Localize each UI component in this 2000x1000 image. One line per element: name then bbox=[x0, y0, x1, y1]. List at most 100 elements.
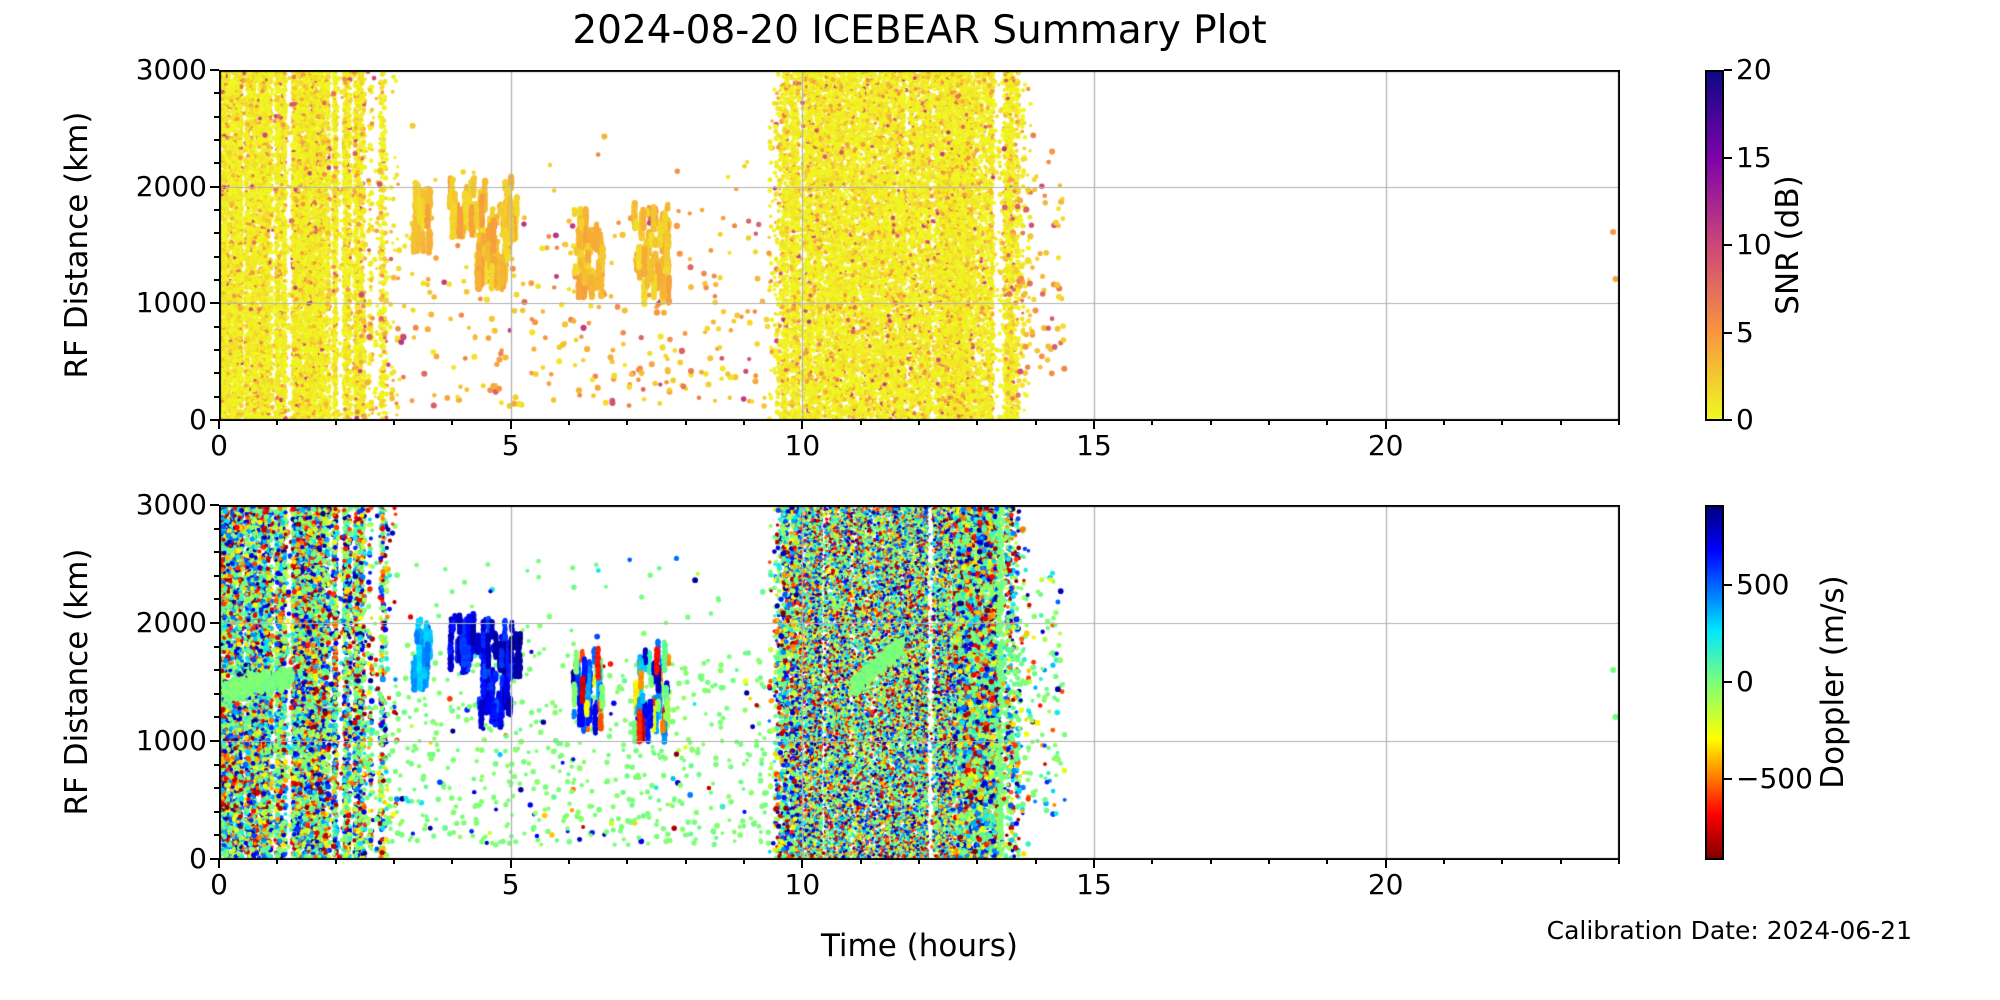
y-minor-tick bbox=[214, 162, 219, 165]
y-minor-tick bbox=[214, 115, 219, 118]
y-tick-label: 0 bbox=[189, 842, 207, 875]
colorbar-tick-label: 15 bbox=[1736, 140, 1772, 174]
x-minor-tick bbox=[1443, 859, 1445, 864]
x-minor-tick bbox=[1268, 859, 1270, 864]
colorbar-tick-label: 0 bbox=[1736, 665, 1754, 698]
x-tick-label: 0 bbox=[210, 868, 228, 901]
x-tick-label: 10 bbox=[784, 429, 821, 462]
x-minor-tick bbox=[684, 420, 687, 425]
y-major-tick bbox=[210, 622, 219, 624]
y-tick-label: 3000 bbox=[135, 488, 207, 521]
y-minor-tick bbox=[214, 692, 219, 695]
y-tick-label: 2000 bbox=[135, 169, 207, 203]
x-tick-label: 15 bbox=[1076, 868, 1112, 901]
y-minor-tick bbox=[214, 92, 219, 95]
x-major-tick bbox=[218, 420, 220, 429]
x-minor-tick bbox=[1209, 420, 1212, 425]
x-minor-tick bbox=[626, 859, 629, 864]
y-minor-tick bbox=[214, 645, 219, 648]
doppler-y-axis-label: RF Distance (km) bbox=[59, 548, 95, 816]
x-minor-tick bbox=[451, 420, 454, 425]
x-major-tick bbox=[509, 420, 512, 429]
x-tick-label: 0 bbox=[210, 429, 228, 462]
x-minor-tick bbox=[276, 420, 279, 425]
colorbar-tick bbox=[1724, 331, 1732, 334]
x-minor-tick bbox=[334, 859, 337, 864]
x-major-tick bbox=[801, 859, 804, 868]
y-minor-tick bbox=[214, 810, 219, 813]
x-minor-tick bbox=[1326, 420, 1329, 425]
y-minor-tick bbox=[214, 349, 219, 351]
y-minor-tick bbox=[214, 209, 219, 211]
x-minor-tick bbox=[1034, 859, 1037, 864]
x-major-tick bbox=[1384, 420, 1387, 429]
y-minor-tick bbox=[214, 139, 219, 141]
y-minor-tick bbox=[214, 787, 219, 790]
y-minor-tick bbox=[214, 232, 219, 235]
x-major-tick bbox=[1093, 420, 1095, 429]
x-minor-tick bbox=[743, 420, 745, 425]
x-minor-tick bbox=[1151, 859, 1154, 864]
y-minor-tick bbox=[214, 372, 219, 375]
x-minor-tick bbox=[1618, 420, 1620, 425]
colorbar-tick-label: −500 bbox=[1736, 762, 1813, 796]
figure-title: 2024-08-20 ICEBEAR Summary Plot bbox=[572, 8, 1267, 53]
colorbar-tick-label: 20 bbox=[1736, 53, 1772, 86]
x-minor-tick bbox=[276, 859, 279, 864]
colorbar-tick-label: 5 bbox=[1736, 315, 1754, 349]
y-minor-tick bbox=[214, 255, 219, 258]
x-minor-tick bbox=[859, 420, 862, 425]
x-minor-tick bbox=[1559, 859, 1562, 864]
colorbar-tick-label: 10 bbox=[1736, 228, 1772, 261]
x-tick-label: 15 bbox=[1076, 429, 1112, 462]
x-tick-label: 20 bbox=[1367, 868, 1404, 901]
x-minor-tick bbox=[1443, 420, 1445, 425]
y-tick-label: 3000 bbox=[135, 53, 207, 86]
x-minor-tick bbox=[1209, 859, 1212, 864]
x-minor-tick bbox=[568, 420, 570, 425]
x-minor-tick bbox=[1501, 420, 1504, 425]
colorbar-tick bbox=[1724, 778, 1732, 781]
x-minor-tick bbox=[393, 420, 395, 425]
x-minor-tick bbox=[684, 859, 687, 864]
x-minor-tick bbox=[1151, 420, 1154, 425]
x-minor-tick bbox=[918, 859, 920, 864]
snr-y-axis-label: RF Distance (km) bbox=[59, 111, 95, 379]
x-axis-label: Time (hours) bbox=[820, 928, 1019, 964]
y-minor-tick bbox=[214, 551, 219, 554]
y-major-tick bbox=[210, 419, 219, 421]
y-tick-label: 0 bbox=[189, 403, 207, 436]
x-major-tick bbox=[218, 859, 220, 868]
y-minor-tick bbox=[214, 598, 219, 601]
snr-scatter-plot bbox=[219, 70, 1620, 421]
x-minor-tick bbox=[568, 859, 570, 864]
y-major-tick bbox=[210, 858, 219, 860]
x-minor-tick bbox=[334, 420, 337, 425]
x-minor-tick bbox=[626, 420, 629, 425]
x-major-tick bbox=[801, 420, 804, 429]
x-minor-tick bbox=[976, 859, 979, 864]
x-minor-tick bbox=[1559, 420, 1562, 425]
colorbar-tick-label: 0 bbox=[1736, 403, 1754, 436]
x-major-tick bbox=[1384, 859, 1387, 868]
y-major-tick bbox=[210, 302, 219, 305]
x-tick-label: 5 bbox=[501, 429, 520, 462]
colorbar-tick-label: 500 bbox=[1736, 567, 1790, 601]
y-minor-tick bbox=[214, 669, 219, 672]
x-tick-label: 5 bbox=[501, 868, 520, 901]
y-major-tick bbox=[210, 740, 219, 742]
y-major-tick bbox=[210, 185, 219, 188]
y-tick-label: 2000 bbox=[135, 606, 207, 639]
snr-colorbar bbox=[1705, 70, 1724, 421]
x-minor-tick bbox=[859, 859, 862, 864]
y-minor-tick bbox=[214, 279, 219, 281]
y-minor-tick bbox=[214, 716, 219, 719]
y-minor-tick bbox=[214, 834, 219, 837]
y-minor-tick bbox=[214, 325, 219, 328]
calibration-note: Calibration Date: 2024-06-21 bbox=[1546, 916, 1912, 945]
x-minor-tick bbox=[451, 859, 454, 864]
x-minor-tick bbox=[393, 859, 395, 864]
colorbar-tick bbox=[1724, 583, 1732, 586]
x-minor-tick bbox=[1618, 859, 1620, 864]
